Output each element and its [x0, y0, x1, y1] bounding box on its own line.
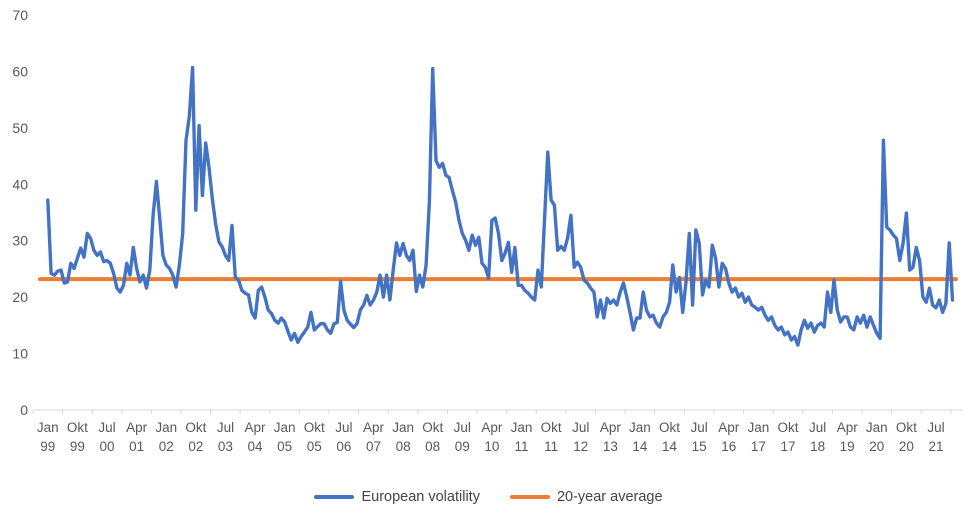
x-axis-label-year: 06: [336, 439, 351, 454]
x-axis-label-month: Jan: [37, 420, 59, 435]
x-axis-label-month: Jan: [274, 420, 296, 435]
y-axis-label: 40: [12, 176, 28, 192]
x-axis-label-month: Jul: [98, 420, 115, 435]
legend-label-20-year-average: 20-year average: [556, 489, 663, 505]
x-axis-label-year: 11: [544, 439, 558, 454]
x-axis-label-month: Jan: [747, 420, 769, 435]
x-axis-label-month: Jul: [572, 420, 589, 435]
x-axis-label-year: 15: [692, 439, 707, 454]
x-axis-label-year: 01: [129, 439, 144, 454]
x-axis-label-year: 18: [810, 439, 825, 454]
x-axis-label-month: Okt: [659, 420, 680, 435]
x-axis-label-month: Apr: [245, 420, 267, 435]
x-axis-label-year: 12: [573, 439, 588, 454]
legend-item-european-volatility: European volatility: [314, 489, 480, 505]
y-axis-label: 30: [12, 233, 28, 249]
x-axis-label-month: Jul: [335, 420, 352, 435]
y-axis-label: 20: [12, 289, 28, 305]
legend-item-20-year-average: 20-year average: [509, 489, 663, 505]
x-axis-label-year: 20: [869, 439, 884, 454]
x-axis-label-month: Apr: [481, 420, 503, 435]
x-axis-label-year: 08: [396, 439, 411, 454]
x-axis-label-year: 17: [780, 439, 795, 454]
x-axis-label-month: Apr: [718, 420, 740, 435]
x-axis-label-month: Jul: [691, 420, 708, 435]
x-axis-label-month: Jan: [511, 420, 533, 435]
x-axis-label-year: 08: [425, 439, 440, 454]
x-axis-label-year: 14: [632, 439, 648, 454]
x-axis-label-year: 14: [662, 439, 678, 454]
x-axis-label-year: 10: [484, 439, 499, 454]
y-axis-label: 0: [20, 402, 28, 418]
y-axis-label: 60: [12, 63, 28, 79]
x-axis-label-year: 99: [70, 439, 85, 454]
y-axis-label: 10: [12, 346, 28, 362]
legend-label-european-volatility: European volatility: [361, 489, 480, 505]
x-axis-label-year: 03: [218, 439, 233, 454]
european-volatility-line: [46, 65, 955, 347]
x-axis-label-month: Jan: [629, 420, 651, 435]
x-axis-label-year: 00: [100, 439, 115, 454]
x-axis-label-year: 21: [929, 439, 944, 454]
x-axis-label-year: 13: [603, 439, 618, 454]
x-axis-label-year: 05: [277, 439, 292, 454]
average-line-sample: [509, 495, 550, 499]
x-axis-label-month: Apr: [126, 420, 148, 435]
x-axis-label-year: 02: [188, 439, 203, 454]
x-axis-label-month: Apr: [837, 420, 859, 435]
x-axis-label-year: 99: [40, 439, 55, 454]
x-axis-label-year: 07: [366, 439, 381, 454]
x-axis-label-month: Okt: [67, 420, 88, 435]
x-axis-label-year: 02: [159, 439, 174, 454]
x-axis-label-month: Jan: [866, 420, 888, 435]
x-axis-label-month: Okt: [185, 420, 206, 435]
x-axis-label-year: 05: [307, 439, 322, 454]
x-axis-label-month: Jul: [927, 420, 944, 435]
x-axis-label-year: 16: [721, 439, 736, 454]
y-axis-label: 70: [12, 7, 28, 23]
x-axis-label-month: Apr: [600, 420, 622, 435]
x-axis-label-year: 04: [248, 439, 264, 454]
x-axis-label-month: Okt: [896, 420, 917, 435]
x-axis-label-month: Jul: [454, 420, 471, 435]
x-axis-label-month: Jul: [809, 420, 826, 435]
x-axis-label-year: 17: [751, 439, 766, 454]
x-axis-label-month: Okt: [541, 420, 562, 435]
x-axis-label-month: Jan: [155, 420, 177, 435]
x-axis-label-month: Okt: [777, 420, 798, 435]
y-axis-label: 50: [12, 120, 28, 136]
x-axis-label-year: 19: [840, 439, 855, 454]
x-axis-label-month: Jul: [217, 420, 234, 435]
x-axis-label-month: Okt: [304, 420, 325, 435]
chart-legend: European volatility 20-year average: [0, 489, 977, 505]
x-axis-label-month: Apr: [363, 420, 385, 435]
x-axis-label-year: 11: [515, 439, 529, 454]
x-axis-label-year: 09: [455, 439, 470, 454]
x-axis-label-month: Jan: [392, 420, 414, 435]
european-volatility-line-sample: [314, 495, 355, 499]
x-axis-label-month: Okt: [422, 420, 443, 435]
x-axis-label-year: 20: [899, 439, 914, 454]
